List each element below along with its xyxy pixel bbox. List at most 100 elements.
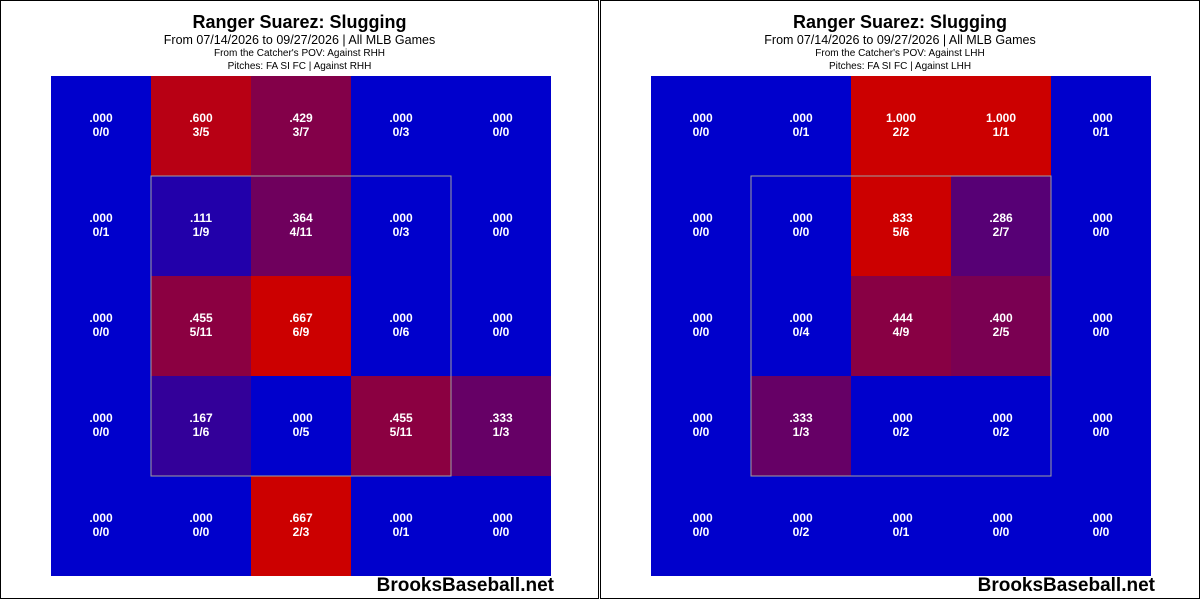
pov-line: From the Catcher's POV: Against RHH xyxy=(213,48,386,59)
cell-count-label: 0/0 xyxy=(693,325,710,339)
cell-value-label: .111 xyxy=(190,211,212,225)
cell-count-label: 0/0 xyxy=(793,225,810,239)
cell-count-label: 0/1 xyxy=(393,525,410,539)
cell-count-label: 1/6 xyxy=(193,425,210,439)
cell-count-label: 0/0 xyxy=(1093,525,1110,539)
cell-value-label: .429 xyxy=(289,111,313,125)
strike-zone-outline xyxy=(750,175,1052,477)
cell-count-label: 3/7 xyxy=(293,125,310,139)
heatmap-cell xyxy=(51,176,151,276)
cell-count-label: 0/0 xyxy=(693,525,710,539)
cell-value-label: .000 xyxy=(89,311,113,325)
heatmap-cell xyxy=(351,176,451,276)
heatmap-cell xyxy=(151,376,251,476)
cell-value-label: .000 xyxy=(689,411,713,425)
heatmap-cell xyxy=(351,376,451,476)
heatmap-cell xyxy=(1051,176,1151,276)
cell-count-label: 0/0 xyxy=(1093,325,1110,339)
cell-count-label: 0/0 xyxy=(493,125,510,139)
heatmap-cell xyxy=(651,176,751,276)
heatmap-cell xyxy=(1051,376,1151,476)
cell-count-label: 0/0 xyxy=(93,425,110,439)
heatmap-cell xyxy=(651,76,751,176)
cell-value-label: .000 xyxy=(789,211,813,225)
cell-count-label: 4/9 xyxy=(893,325,910,339)
cell-count-label: 0/3 xyxy=(393,125,410,139)
cell-value-label: .000 xyxy=(289,411,313,425)
cell-value-label: .667 xyxy=(289,511,313,525)
cell-value-label: .000 xyxy=(789,111,813,125)
cell-value-label: .455 xyxy=(189,311,213,325)
chart-title: Ranger Suarez: Slugging xyxy=(792,12,1008,32)
cell-count-label: 0/0 xyxy=(93,525,110,539)
cell-value-label: .000 xyxy=(1089,211,1113,225)
cell-value-label: .364 xyxy=(289,211,313,225)
heatmap-cell xyxy=(451,276,551,376)
heatmap-cell xyxy=(251,476,351,576)
cell-value-label: .000 xyxy=(1089,511,1113,525)
cell-value-label: .000 xyxy=(789,511,813,525)
cell-count-label: 0/1 xyxy=(793,125,810,139)
heatmap-cell xyxy=(651,376,751,476)
cell-count-label: 2/7 xyxy=(993,225,1010,239)
heatmap-cell xyxy=(751,276,851,376)
pitches-line: Pitches: FA SI FC | Against LHH xyxy=(828,61,972,72)
cell-count-label: 1/9 xyxy=(193,225,210,239)
cell-count-label: 5/11 xyxy=(190,325,213,339)
heatmap-cell xyxy=(851,276,951,376)
cell-count-label: 0/0 xyxy=(693,225,710,239)
cell-value-label: .000 xyxy=(1089,311,1113,325)
cell-value-label: .000 xyxy=(389,111,413,125)
heatmap-cell xyxy=(351,76,451,176)
cell-value-label: .000 xyxy=(189,511,213,525)
cell-value-label: .333 xyxy=(489,411,513,425)
cell-value-label: .000 xyxy=(789,311,813,325)
cell-count-label: 1/3 xyxy=(793,425,810,439)
heatmap-cell xyxy=(251,176,351,276)
cell-value-label: .600 xyxy=(189,111,213,125)
cell-count-label: 5/6 xyxy=(893,225,910,239)
cell-value-label: .286 xyxy=(989,211,1013,225)
cell-value-label: .667 xyxy=(289,311,313,325)
cell-count-label: 1/3 xyxy=(493,425,510,439)
cell-count-label: 0/0 xyxy=(493,525,510,539)
cell-value-label: .000 xyxy=(989,511,1013,525)
cell-count-label: 0/0 xyxy=(93,125,110,139)
zone-heatmap: .0000/0.0000/11.0002/21.0001/1.0000/1.00… xyxy=(651,76,1151,576)
cell-value-label: .000 xyxy=(489,311,513,325)
cell-count-label: 0/0 xyxy=(1093,225,1110,239)
heatmap-cell xyxy=(351,476,451,576)
heatmap-cell xyxy=(151,76,251,176)
cell-value-label: .000 xyxy=(689,111,713,125)
heatmap-cell xyxy=(851,76,951,176)
chart-subtitle: From 07/14/2026 to 09/27/2026 | All MLB … xyxy=(764,33,1036,47)
cell-count-label: 6/9 xyxy=(293,325,310,339)
cell-value-label: .167 xyxy=(189,411,213,425)
heatmap-cell xyxy=(51,376,151,476)
cell-value-label: .000 xyxy=(689,211,713,225)
cell-value-label: .833 xyxy=(889,211,913,225)
heatmap-cell xyxy=(851,176,951,276)
strike-zone-outline xyxy=(150,175,452,477)
cell-count-label: 2/3 xyxy=(293,525,310,539)
heatmap-cell xyxy=(251,76,351,176)
cell-value-label: .000 xyxy=(689,511,713,525)
cell-count-label: 0/1 xyxy=(93,225,110,239)
heatmap-cell xyxy=(851,376,951,476)
pitches-line: Pitches: FA SI FC | Against RHH xyxy=(227,61,372,72)
cell-value-label: .000 xyxy=(989,411,1013,425)
chart-subtitle: From 07/14/2026 to 09/27/2026 | All MLB … xyxy=(163,33,436,47)
chart-title: Ranger Suarez: Slugging xyxy=(192,12,407,32)
cell-count-label: 3/5 xyxy=(193,125,210,139)
heatmap-cell xyxy=(151,476,251,576)
cell-value-label: .455 xyxy=(389,411,413,425)
heatmap-panel-rhh: Ranger Suarez: Slugging From 07/14/2026 … xyxy=(0,0,599,599)
cell-value-label: .000 xyxy=(889,411,913,425)
heatmap-cell xyxy=(1051,476,1151,576)
cell-value-label: .000 xyxy=(489,111,513,125)
cell-value-label: .400 xyxy=(989,311,1013,325)
zone-heatmap: .0000/0.6003/5.4293/7.0000/3.0000/0.0000… xyxy=(51,76,551,576)
heatmap-cell xyxy=(251,276,351,376)
watermark: BrooksBaseball.net xyxy=(376,575,554,596)
heatmap-cell xyxy=(451,176,551,276)
